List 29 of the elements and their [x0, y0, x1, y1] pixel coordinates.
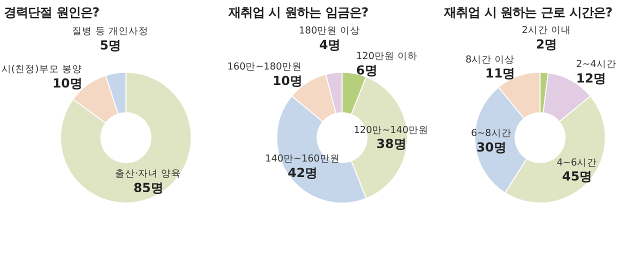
- slice-label: 8시간 이상: [466, 54, 515, 66]
- chart-title: 재취업 시 원하는 임금은?: [227, 4, 369, 20]
- data-label: 45명: [562, 168, 592, 184]
- data-label: 10명: [52, 76, 82, 91]
- chart-title: 재취업 시 원하는 근로 시간은?: [442, 4, 613, 20]
- slice-label: 질병 등 개인사정: [72, 26, 148, 38]
- slice-label: 2시간 이내: [522, 25, 571, 36]
- slice-label: 160만~180만원: [227, 62, 302, 73]
- data-label: 4명: [319, 37, 340, 52]
- slice-label: 2~4시간: [576, 59, 616, 70]
- slice-label: 120만원 이하: [356, 51, 418, 62]
- data-label: 30명: [476, 139, 506, 154]
- data-label: 42명: [288, 165, 318, 180]
- slice-label: 4~6시간: [556, 157, 597, 168]
- data-label: 11명: [485, 66, 515, 81]
- slice-label: 120만~140만원: [354, 124, 428, 136]
- data-label: 12명: [576, 70, 606, 86]
- slice-label: 출산·자녀 양육: [115, 168, 182, 180]
- slice-label: 6~8시간: [471, 128, 512, 139]
- slice-label: 시(친정)부모 봉양: [1, 64, 82, 76]
- slice-label: 140만~160만원: [265, 154, 340, 165]
- data-label: 5명: [100, 38, 121, 53]
- data-label: 85명: [133, 180, 163, 195]
- data-label: 38명: [376, 136, 406, 152]
- data-label: 10명: [272, 72, 302, 88]
- chart-title: 경력단절 원인은?: [4, 4, 100, 20]
- slice-label: 180만원 이상: [298, 26, 360, 37]
- data-label: 6명: [356, 62, 377, 78]
- data-label: 2명: [536, 36, 557, 52]
